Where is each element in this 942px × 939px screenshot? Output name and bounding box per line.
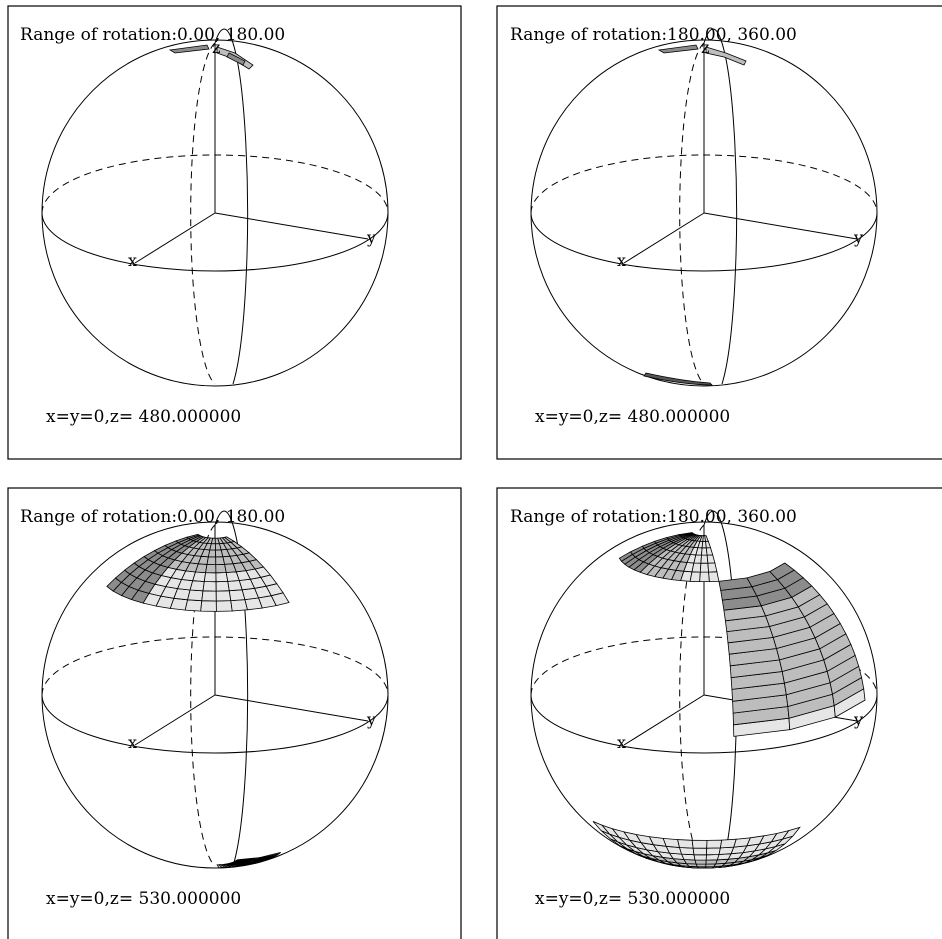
tile (693, 854, 707, 861)
tile (699, 571, 710, 582)
axis-x-label: x (617, 733, 626, 752)
rotation-label: Range of rotation:0.00, 180.00 (20, 25, 285, 45)
position-label: x=y=0,z= 480.000000 (46, 407, 241, 427)
tile (192, 571, 207, 582)
panel-top-right: Range of rotation:180.00, 360.00 z x y x… (496, 5, 942, 460)
tile (223, 536, 236, 543)
axis-z-label: z (212, 38, 220, 57)
tile (189, 580, 205, 592)
tile (691, 562, 702, 573)
tile (705, 547, 714, 556)
tile (769, 562, 795, 581)
tile (706, 847, 721, 856)
panel-bottom-left: Range of rotation:0.00, 180.00 x y x=y=0… (7, 487, 462, 939)
tile-patch-south (643, 372, 713, 386)
panel-top-left: Range of rotation:0.00, 180.00 z x y x=y… (7, 5, 462, 460)
axis-y-label: y (366, 710, 376, 729)
rotation-label: Range of rotation:0.00, 180.00 (20, 507, 285, 527)
sphere-wireframe: x y (530, 510, 878, 869)
tile (678, 847, 695, 856)
tile (206, 556, 217, 566)
tile (691, 839, 708, 849)
position-label: x=y=0,z= 530.000000 (46, 889, 241, 909)
sphere-wireframe: x y (41, 510, 389, 869)
tile (707, 562, 718, 573)
axis-x-label: x (128, 733, 137, 752)
axis-z-label: z (701, 38, 709, 57)
tile-patch-south-bowl (592, 821, 801, 869)
tile (187, 589, 204, 602)
tile (694, 859, 707, 865)
panel-frame (7, 487, 462, 939)
tile (677, 839, 694, 849)
sphere-wireframe: z x y (530, 28, 878, 387)
position-label: x=y=0,z= 480.000000 (535, 407, 730, 427)
panel-bottom-right: Range of rotation:180.00, 360.00 x y x=y… (496, 487, 942, 939)
tile (705, 540, 712, 549)
tile (706, 554, 716, 564)
tile-patch-north-fan (106, 533, 290, 612)
sphere-wireframe: z x y (41, 28, 389, 387)
tile-patch-north (168, 44, 254, 70)
tile (708, 571, 720, 583)
rotation-label: Range of rotation:180.00, 360.00 (510, 507, 797, 527)
panel-frame (7, 5, 462, 460)
tile (215, 580, 230, 592)
tile (692, 847, 708, 856)
tile (706, 839, 723, 849)
panel-frame (496, 5, 942, 460)
tile (203, 572, 217, 583)
tile (704, 535, 709, 542)
position-label: x=y=0,z= 530.000000 (535, 889, 730, 909)
tile (781, 826, 801, 840)
tile (184, 599, 203, 612)
axis-x-label: x (128, 251, 137, 270)
tile-patch-south-strip (216, 852, 281, 869)
rotation-label: Range of rotation:180.00, 360.00 (510, 25, 797, 45)
axis-x-label: x (617, 251, 626, 270)
axis-y-label: y (853, 228, 863, 247)
tile (215, 572, 229, 583)
tile (200, 600, 217, 612)
tile (169, 597, 189, 611)
tile-patch-north (657, 44, 747, 66)
tile (699, 562, 710, 573)
tile (201, 590, 217, 602)
panel-frame (496, 487, 942, 939)
axis-y-label: y (853, 710, 863, 729)
tile (215, 600, 233, 612)
tile (689, 571, 701, 583)
tile (258, 852, 281, 860)
tile (202, 581, 217, 592)
tile (207, 549, 217, 558)
tile-patch-north-arc (618, 532, 866, 737)
tile (205, 563, 217, 574)
axis-y-label: y (366, 228, 376, 247)
tile (705, 854, 720, 861)
tile (215, 590, 232, 602)
